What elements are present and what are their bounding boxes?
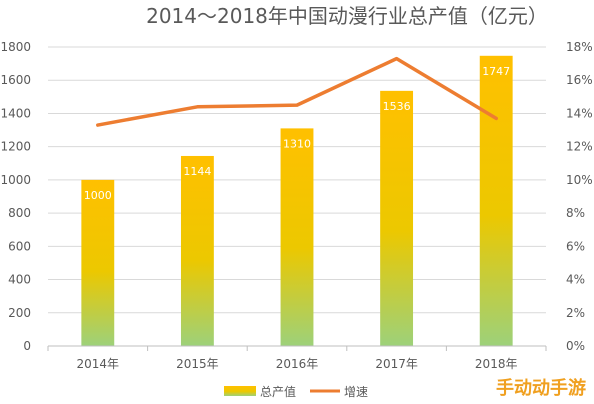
y2-tick-label: 16%	[566, 73, 593, 87]
bars: 1000 1144 1310 1536 1747	[81, 55, 513, 346]
y-tick-label: 800	[8, 206, 31, 220]
y-tick-label: 1400	[0, 106, 31, 120]
bar-data-label: 1310	[283, 137, 311, 150]
y2-tick-label: 18%	[566, 40, 593, 54]
y-tick-label: 1800	[0, 40, 31, 54]
y-tick-label: 1000	[0, 173, 31, 187]
x-tick-label: 2015年	[176, 357, 219, 371]
bar-data-label: 1144	[183, 165, 211, 178]
y-tick-label: 1600	[0, 73, 31, 87]
growth-line-path	[96, 56, 498, 127]
y2-tick-label: 10%	[566, 173, 593, 187]
bar	[479, 55, 513, 346]
bar	[280, 128, 314, 346]
axes: 0 0% 200 2% 400 4% 600 6% 800 8% 1000 10% 1200 12% 140…	[0, 40, 592, 371]
legend: 总产值 增速	[224, 384, 368, 399]
growth-line	[96, 56, 498, 127]
x-tick-label: 2016年	[276, 357, 319, 371]
watermark: 手动动手游	[496, 378, 586, 399]
y2-tick-label: 14%	[566, 106, 593, 120]
bar	[180, 155, 214, 346]
y2-tick-label: 2%	[566, 306, 585, 320]
legend-label-line: 增速	[344, 385, 368, 399]
bar	[380, 90, 414, 346]
y2-tick-label: 4%	[566, 273, 585, 287]
y-tick-label: 200	[8, 306, 31, 320]
legend-swatch-bar	[224, 386, 256, 396]
bar	[81, 179, 115, 346]
x-tick-label: 2014年	[77, 357, 120, 371]
x-tick-label: 2017年	[375, 357, 418, 371]
bar-data-label: 1747	[482, 65, 510, 78]
y2-tick-label: 6%	[566, 239, 585, 253]
bar-data-label: 1000	[84, 189, 112, 202]
legend-label-bar: 总产值	[260, 384, 296, 399]
y-tick-label: 400	[8, 273, 31, 287]
y2-tick-label: 12%	[566, 140, 593, 154]
x-tick-label: 2018年	[475, 357, 518, 371]
y-tick-label: 1200	[0, 140, 31, 154]
y2-tick-label: 0%	[566, 339, 585, 353]
y-tick-label: 0	[23, 339, 31, 353]
chart-title: 2014～2018年中国动漫行业总产值（亿元）	[146, 4, 548, 28]
bar-data-label: 1536	[383, 100, 411, 113]
y2-tick-label: 8%	[566, 206, 585, 220]
y-tick-label: 600	[8, 239, 31, 253]
